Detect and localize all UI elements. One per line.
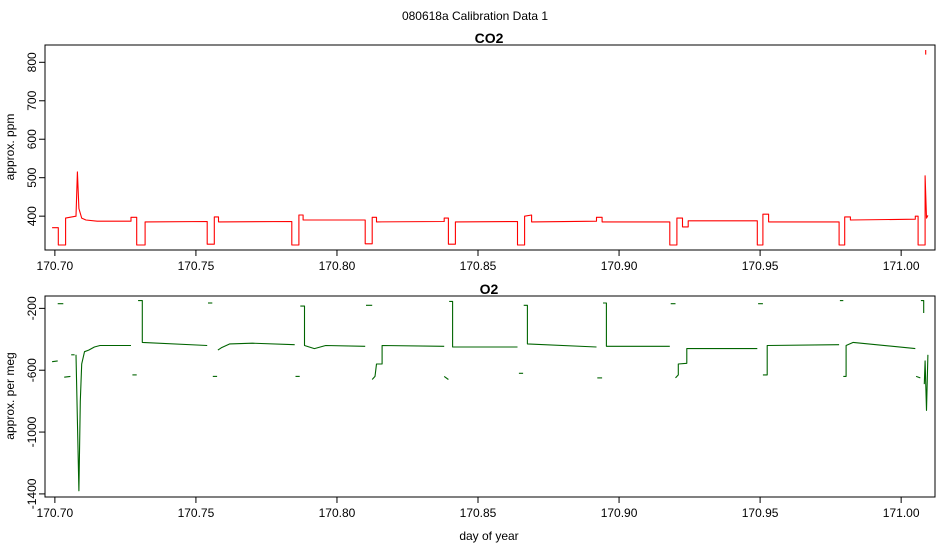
o2-x-tick-label: 170.95 <box>742 506 779 520</box>
o2-x-tick-label: 170.75 <box>178 506 215 520</box>
page-title: 080618a Calibration Data 1 <box>402 9 548 23</box>
o2-y-tick-label: -600 <box>25 358 39 382</box>
o2-x-tick-label: 170.85 <box>460 506 497 520</box>
o2-x-tick-label: 170.80 <box>319 506 356 520</box>
o2-y-axis-label: approx. per meg <box>3 352 17 439</box>
co2-plot-frame <box>44 44 936 251</box>
co2-y-tick-label: 500 <box>25 167 39 187</box>
o2-x-axis: 170.70 170.75 170.80 170.85 170.90 170.95 171.… <box>37 497 920 520</box>
co2-series-line <box>52 171 929 246</box>
o2-y-tick-label: -200 <box>25 296 39 320</box>
o2-x-tick-label: 171.00 <box>883 506 920 520</box>
o2-series <box>52 300 929 492</box>
co2-y-axis: 400 500 600 700 800 <box>25 52 45 226</box>
o2-series-line <box>603 302 670 347</box>
o2-series-line <box>75 344 131 492</box>
o2-series-line <box>843 341 916 377</box>
o2-plot-frame <box>44 295 936 498</box>
o2-x-axis-label: day of year <box>459 529 518 543</box>
o2-y-tick-label: -1000 <box>25 416 39 447</box>
o2-series-line <box>920 300 925 313</box>
o2-series-line <box>762 344 840 376</box>
o2-series-line <box>52 360 58 363</box>
o2-series-line <box>675 348 758 379</box>
co2-x-tick-label: 170.75 <box>178 259 215 273</box>
o2-series-line <box>64 375 71 378</box>
co2-y-tick-label: 800 <box>25 52 39 72</box>
o2-y-tick-label: -1400 <box>25 478 39 509</box>
o2-series-line <box>449 300 518 348</box>
co2-y-tick-label: 400 <box>25 206 39 226</box>
o2-panel-title: O2 <box>480 281 499 297</box>
o2-series-line <box>138 300 208 347</box>
o2-y-axis: -200 -600 -1000 -1400 <box>25 296 45 509</box>
o2-series-line <box>217 342 295 351</box>
co2-y-tick-label: 700 <box>25 90 39 110</box>
o2-series-line <box>371 344 445 380</box>
o2-series-line <box>443 375 449 380</box>
o2-series-line <box>915 375 921 379</box>
o2-panel: O2 approx. per meg day of year 170.70 170… <box>3 281 936 543</box>
co2-panel-title: CO2 <box>475 30 504 46</box>
o2-series-line <box>300 305 366 350</box>
co2-x-axis: 170.70 170.75 170.80 170.85 170.90 170.95 171.… <box>37 250 920 273</box>
co2-panel: CO2 approx. ppm 170.70 170.75 170.80 170.85… <box>3 30 936 273</box>
o2-series-line <box>923 354 929 411</box>
co2-y-axis-label: approx. ppm <box>3 114 17 181</box>
co2-x-tick-label: 170.85 <box>460 259 497 273</box>
co2-x-tick-label: 170.80 <box>319 259 356 273</box>
co2-x-tick-label: 171.00 <box>883 259 920 273</box>
co2-x-tick-label: 170.95 <box>742 259 779 273</box>
o2-series-line <box>523 304 597 348</box>
o2-x-tick-label: 170.90 <box>601 506 638 520</box>
co2-series <box>52 50 929 246</box>
o2-x-tick-label: 170.70 <box>37 506 74 520</box>
co2-x-tick-label: 170.90 <box>601 259 638 273</box>
co2-y-tick-label: 600 <box>25 129 39 149</box>
co2-x-tick-label: 170.70 <box>37 259 74 273</box>
